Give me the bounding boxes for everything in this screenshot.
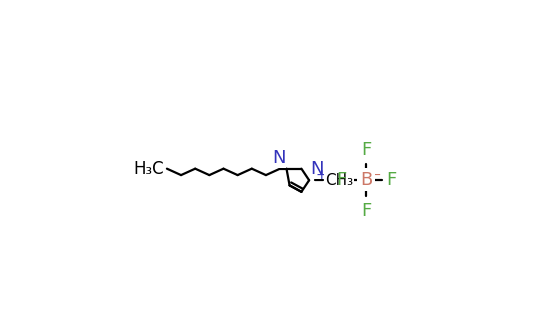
Text: −: − bbox=[371, 169, 381, 182]
Text: F: F bbox=[386, 171, 396, 189]
Text: F: F bbox=[361, 202, 371, 220]
Text: N: N bbox=[310, 160, 324, 178]
Text: B: B bbox=[360, 171, 372, 189]
Text: F: F bbox=[336, 171, 346, 189]
Text: H₃C: H₃C bbox=[134, 160, 165, 178]
Text: N: N bbox=[272, 149, 285, 167]
Text: CH₃: CH₃ bbox=[325, 173, 353, 188]
Text: F: F bbox=[361, 141, 371, 159]
Text: +: + bbox=[316, 168, 327, 182]
